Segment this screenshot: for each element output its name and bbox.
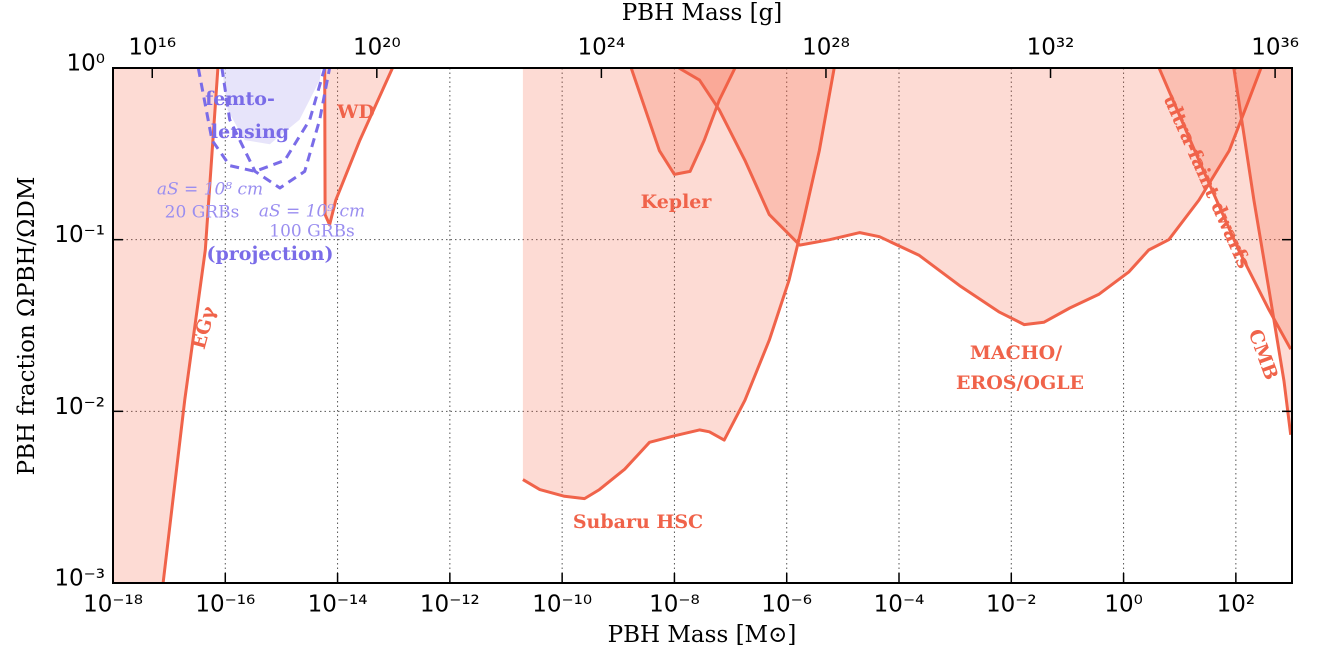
x-tick-label: 10⁻¹²	[420, 592, 480, 618]
plot-frame	[112, 67, 1293, 584]
x-tick-label: 10⁻¹⁴	[308, 592, 368, 618]
annotation: Subaru HSC	[573, 511, 703, 533]
annotation: EROS/OGLE	[956, 372, 1084, 394]
y-tick-label: 10⁻¹	[54, 222, 105, 248]
annotation: 100 GRBs	[269, 222, 354, 242]
constraint-region	[522, 68, 835, 499]
x-tick-label: 10⁻¹⁶	[195, 592, 255, 618]
x2-tick-label: 10²⁸	[802, 35, 850, 61]
x-tick-label: 10⁻⁴	[874, 592, 925, 618]
plot-area	[113, 68, 1292, 583]
annotation: 20 GRBs	[165, 203, 240, 223]
y-axis-label: PBH fraction ΩPBH/ΩDM	[14, 177, 40, 476]
constraint-region	[678, 68, 1261, 325]
x2-tick-label: 10³⁶	[1251, 35, 1299, 61]
constraint-line	[161, 68, 220, 583]
constraint-region	[221, 68, 322, 145]
constraint-region	[1159, 68, 1292, 350]
annotation: (projection)	[207, 243, 334, 265]
x-axis-label: PBH Mass [M⊙]	[608, 622, 797, 648]
x-tick-label: 10⁻¹⁰	[532, 592, 592, 618]
x-tick-label: 10⁻⁸	[649, 592, 700, 618]
annotation: aS = 10⁸ cm	[157, 180, 263, 200]
y-tick-label: 10⁻³	[54, 566, 105, 592]
x2-axis-label: PBH Mass [g]	[622, 0, 783, 26]
constraint-line	[323, 68, 394, 227]
annotation: femto-	[205, 88, 275, 110]
x2-tick-label: 10¹⁶	[128, 35, 176, 61]
constraint-region	[113, 68, 218, 583]
constraint-region	[324, 68, 393, 225]
x-tick-label: 10⁻²	[986, 592, 1037, 618]
annotation: aS = 10⁹ cm	[259, 202, 365, 222]
constraint-line	[678, 68, 1263, 327]
x-tick-label: 10²	[1217, 592, 1256, 618]
annotation: WD	[336, 101, 375, 123]
x2-tick-label: 10²⁰	[353, 35, 401, 61]
y-tick-label: 10⁻²	[54, 394, 105, 420]
x2-tick-label: 10³²	[1027, 35, 1075, 61]
x2-tick-label: 10²⁴	[578, 35, 626, 61]
constraint-line	[522, 68, 836, 501]
x-tick-label: 10⁻⁶	[761, 592, 812, 618]
y-tick-label: 10⁰	[67, 51, 106, 77]
annotation: lensing	[211, 121, 289, 143]
constraint-line	[1232, 68, 1292, 435]
constraint-line	[629, 68, 737, 176]
annotation: Kepler	[641, 191, 713, 213]
x-tick-label: 10⁰	[1104, 592, 1143, 618]
constraint-line	[220, 68, 332, 190]
constraint-line	[1157, 68, 1292, 350]
annotation: MACHO/	[970, 342, 1062, 364]
x-tick-label: 10⁻¹⁸	[83, 592, 143, 618]
